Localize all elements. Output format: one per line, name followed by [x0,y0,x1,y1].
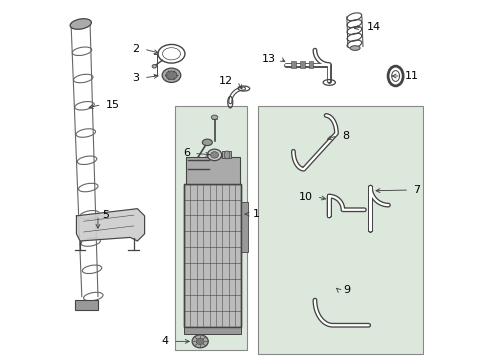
Text: 5: 5 [102,210,109,220]
Text: 14: 14 [367,22,381,32]
Ellipse shape [192,335,208,348]
Text: 15: 15 [106,100,120,110]
Text: 3: 3 [133,73,140,83]
Ellipse shape [202,139,212,145]
Bar [258,107,422,354]
Ellipse shape [152,64,156,68]
Text: 10: 10 [298,192,313,202]
Ellipse shape [70,19,92,29]
Text: 12: 12 [219,76,233,86]
Text: 2: 2 [132,44,140,54]
Ellipse shape [196,338,204,345]
Text: 4: 4 [162,336,169,346]
Text: 9: 9 [343,285,350,296]
Ellipse shape [211,115,218,120]
Bar [186,157,240,184]
Bar [74,300,98,310]
Bar [184,184,242,327]
Polygon shape [76,209,145,241]
Bar [309,61,314,68]
Ellipse shape [166,71,177,80]
Text: 6: 6 [183,148,190,158]
Ellipse shape [207,149,221,161]
Bar [184,184,242,327]
Bar [242,202,248,252]
Bar [184,327,242,334]
Ellipse shape [162,68,181,82]
Ellipse shape [224,151,230,159]
Text: 11: 11 [405,71,419,81]
Bar [175,107,247,350]
Text: 13: 13 [262,54,276,64]
Text: 1: 1 [253,209,260,219]
Text: 7: 7 [414,185,421,195]
Bar [221,151,231,158]
Bar [291,61,295,68]
Text: 8: 8 [342,131,349,140]
Ellipse shape [350,46,360,50]
Ellipse shape [211,152,219,158]
Bar [300,61,304,68]
